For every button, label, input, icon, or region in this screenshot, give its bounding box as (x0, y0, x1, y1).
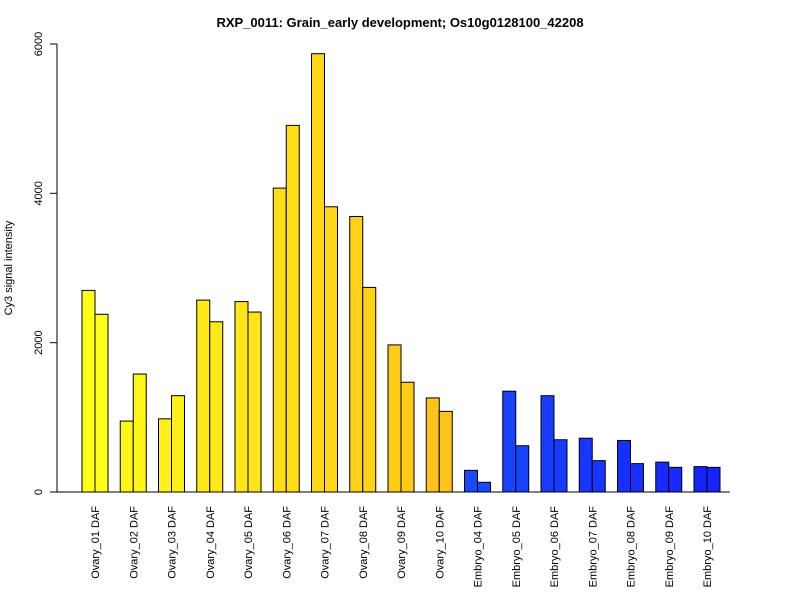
bar-2 (94, 313, 109, 493)
bar-1 (540, 395, 555, 493)
bar-2 (324, 206, 338, 493)
bar-2 (362, 286, 377, 493)
bar-2 (553, 439, 568, 493)
category-label: Embryo_06 DAF (549, 506, 561, 588)
bar-1 (234, 301, 249, 493)
bar-2 (132, 373, 147, 493)
category-label: Ovary_08 DAF (358, 506, 370, 579)
bar-1 (502, 390, 517, 493)
bar-2 (515, 445, 530, 493)
y-tick-label: 6000 (33, 32, 45, 56)
category-label: Embryo_08 DAF (626, 506, 638, 588)
bar-1 (617, 439, 631, 493)
category-label: Embryo_04 DAF (473, 506, 485, 588)
bar-1 (272, 187, 287, 493)
category-label: Ovary_05 DAF (243, 506, 255, 579)
bar-2 (171, 395, 185, 493)
bar-1 (196, 299, 211, 493)
y-axis: 0 2000 4000 6000 (33, 32, 58, 495)
category-label: Ovary_02 DAF (128, 506, 140, 579)
bar-1 (387, 344, 402, 493)
category-label: Embryo_10 DAF (702, 506, 714, 588)
y-tick-label: 4000 (33, 181, 45, 205)
bar-2 (668, 466, 683, 493)
bar-2 (477, 481, 491, 493)
bar-2 (400, 381, 415, 493)
y-axis-label: Cy3 signal intensity (3, 220, 15, 315)
category-label: Ovary_07 DAF (320, 506, 332, 579)
bar-1 (578, 437, 593, 493)
bar-1 (119, 420, 134, 493)
category-label: Ovary_04 DAF (205, 506, 217, 579)
bar-2 (630, 463, 644, 493)
bar-1 (311, 53, 325, 493)
y-tick-label: 0 (33, 489, 45, 495)
bar-2 (438, 410, 453, 493)
bar-1 (655, 461, 670, 493)
category-label: Embryo_05 DAF (511, 506, 523, 588)
bar-1 (158, 418, 172, 493)
bars-group (81, 53, 721, 493)
bar-2 (247, 311, 262, 493)
bar-2 (591, 460, 606, 493)
bar-1 (81, 289, 96, 493)
chart-title: RXP_0011: Grain_early development; Os10g… (216, 15, 583, 30)
category-label: Ovary_10 DAF (434, 506, 446, 579)
category-label: Embryo_09 DAF (664, 506, 676, 588)
bar-2 (209, 321, 224, 493)
bar-2 (285, 124, 300, 493)
category-label: Ovary_09 DAF (396, 506, 408, 579)
category-label: Ovary_06 DAF (281, 506, 293, 579)
bar-1 (425, 397, 440, 493)
category-label: Ovary_01 DAF (90, 506, 102, 579)
y-tick-label: 2000 (33, 330, 45, 354)
category-labels: Ovary_01 DAF Ovary_02 DAF Ovary_03 DAF Ovar… (90, 506, 714, 588)
bar-1 (349, 215, 364, 493)
category-label: Embryo_07 DAF (587, 506, 599, 588)
bar-2 (706, 466, 721, 493)
bar-1 (464, 469, 478, 493)
bar-1 (693, 466, 708, 493)
category-label: Ovary_03 DAF (167, 506, 179, 579)
